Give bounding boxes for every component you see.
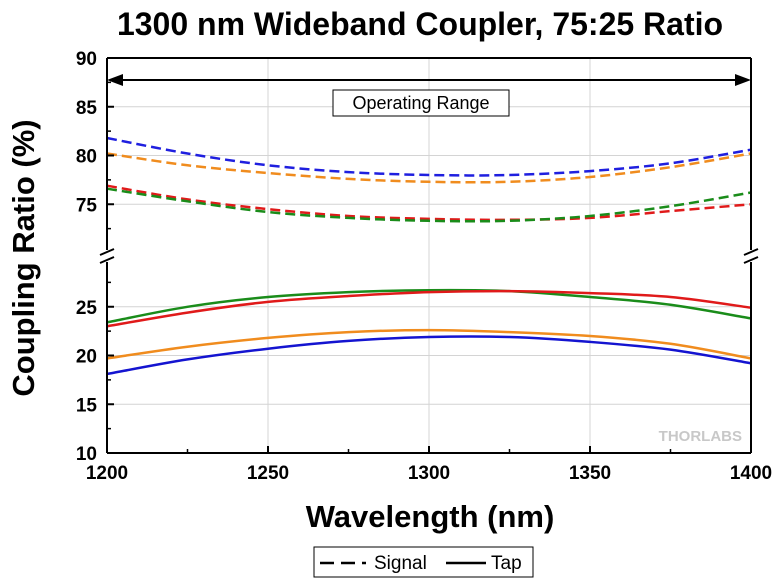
grid-lines xyxy=(107,58,751,453)
tap-series-line-7 xyxy=(106,328,752,360)
legend-signal-label: Signal xyxy=(374,553,427,574)
series-lines xyxy=(106,136,752,376)
y-tick-label-15: 15 xyxy=(76,395,98,416)
legend: Signal Tap xyxy=(313,546,534,578)
signal-series-line-3 xyxy=(106,184,752,222)
y-tick-label-25: 25 xyxy=(76,298,98,319)
arrow-head-right xyxy=(735,74,751,86)
y-tick-label-85: 85 xyxy=(76,98,98,119)
axis-break-gap-right xyxy=(744,251,758,261)
axis-break-mark-right-a xyxy=(743,248,759,256)
annotation-label: Operating Range xyxy=(352,93,489,113)
annotation-box xyxy=(332,89,510,117)
arrow-head-left xyxy=(107,74,123,86)
x-tick-label-1250: 1250 xyxy=(247,463,289,484)
axis-break-mark-left-a xyxy=(99,248,115,256)
axis-break-mark-right-b xyxy=(743,256,759,264)
x-axis-label: Wavelength (nm) xyxy=(306,499,555,534)
y-tick-label-75: 75 xyxy=(76,195,98,216)
x-tick-label-1350: 1350 xyxy=(569,463,611,484)
y-tick-label-20: 20 xyxy=(76,347,97,368)
legend-tap-label: Tap xyxy=(491,553,522,574)
axis-break-gap-left xyxy=(100,251,114,261)
tap-series-line-5 xyxy=(106,288,752,324)
axis-ticks: 1200 1250 1300 1350 1400 10 15 20 25 75 80 85 90 xyxy=(76,49,772,484)
axis-break-mark-left-b xyxy=(99,256,115,264)
tap-series-line-6 xyxy=(106,289,752,328)
y-tick-label-10: 10 xyxy=(76,444,97,465)
signal-series-line-4 xyxy=(106,187,752,223)
y-axis-label: Coupling Ratio (%) xyxy=(6,119,41,396)
y-tick-label-90: 90 xyxy=(76,49,97,70)
x-tick-label-1200: 1200 xyxy=(86,463,128,484)
tap-series-line-8 xyxy=(106,335,752,376)
x-tick-label-1300: 1300 xyxy=(408,463,450,484)
thorlabs-watermark: THORLABS xyxy=(659,428,742,445)
y-tick-label-80: 80 xyxy=(76,147,97,168)
operating-range-annotation: Operating Range xyxy=(107,74,751,117)
signal-series-line-2 xyxy=(106,152,752,184)
signal-series-line-1 xyxy=(106,136,752,177)
x-tick-label-1400: 1400 xyxy=(730,463,772,484)
chart-title: 1300 nm Wideband Coupler, 75:25 Ratio xyxy=(117,6,723,42)
